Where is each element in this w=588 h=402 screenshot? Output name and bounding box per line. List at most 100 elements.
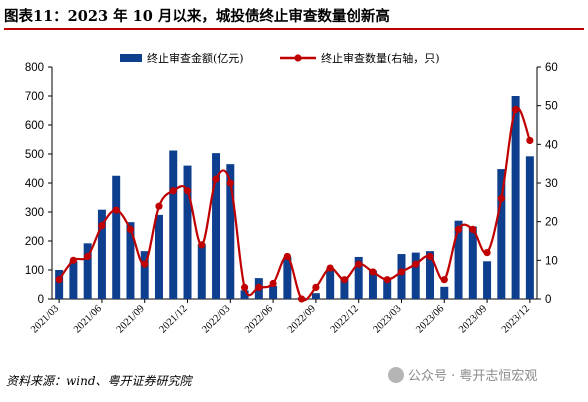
x-tick-label: 2023/09 — [457, 303, 489, 335]
x-tick-label: 2023/12 — [500, 303, 532, 335]
left-tick-label: 300 — [25, 207, 44, 219]
dual-axis-chart: 终止审查金额(亿元) 终止审查数量(右轴，只) 0100200300400500… — [25, 51, 558, 335]
count-point — [340, 276, 349, 284]
count-point — [454, 225, 463, 233]
count-point — [198, 241, 206, 249]
right-tick-label: 30 — [545, 178, 558, 190]
count-point — [397, 268, 406, 276]
count-point — [298, 295, 306, 303]
count-point — [355, 260, 363, 268]
left-tick-label: 600 — [25, 120, 44, 132]
bar — [154, 214, 163, 299]
bar — [525, 156, 534, 299]
bar — [326, 268, 335, 299]
x-tick-label: 2022/03 — [200, 303, 232, 335]
bar — [454, 220, 463, 299]
bar — [468, 226, 477, 299]
count-point — [312, 283, 320, 291]
bar — [426, 251, 435, 299]
x-tick-label: 2022/12 — [329, 303, 361, 335]
left-tick-label: 500 — [25, 149, 44, 161]
count-point — [183, 187, 192, 195]
bar — [397, 254, 406, 299]
right-tick-label: 50 — [545, 101, 558, 113]
count-point — [383, 276, 391, 284]
count-series-line — [58, 106, 531, 302]
watermark: 公众号 · 粤开志恒宏观 — [388, 365, 537, 384]
bar — [497, 169, 506, 299]
bar — [269, 285, 278, 299]
right-tick-label: 10 — [545, 255, 558, 267]
left-tick-label: 800 — [25, 62, 44, 74]
count-point — [155, 202, 163, 210]
bar — [126, 222, 135, 299]
wechat-icon — [388, 366, 404, 383]
count-point — [497, 194, 505, 203]
bar — [183, 165, 192, 299]
count-point — [269, 279, 277, 288]
right-tick-label: 0 — [545, 294, 551, 306]
left-tick-label: 400 — [25, 178, 44, 190]
bar — [511, 96, 520, 299]
count-point — [369, 268, 377, 276]
bar — [226, 164, 235, 299]
x-tick-label: 2022/06 — [243, 303, 275, 335]
bar — [140, 251, 149, 299]
left-tick-label: 100 — [25, 265, 44, 277]
bar — [83, 243, 92, 299]
x-tick-label: 2022/09 — [286, 303, 318, 335]
bar — [112, 175, 121, 299]
x-tick-label: 2023/06 — [414, 303, 446, 335]
legend-bar-swatch — [120, 54, 142, 62]
x-tick-label: 2021/12 — [158, 303, 190, 335]
bar — [197, 243, 206, 299]
bar — [440, 286, 449, 299]
bar — [311, 293, 320, 299]
source-note: 资料来源：wind、粤开证券研究院 — [6, 374, 192, 388]
count-point — [326, 264, 334, 272]
x-tick-label: 2021/06 — [72, 303, 104, 335]
bar — [368, 270, 377, 299]
bar — [483, 261, 492, 299]
legend-bar-label: 终止审查金额(亿元) — [147, 51, 244, 65]
left-tick-label: 200 — [25, 236, 44, 248]
count-point — [226, 179, 234, 187]
left-tick-label: 0 — [38, 294, 44, 306]
count-point — [283, 252, 291, 261]
bar — [55, 270, 64, 299]
right-tick-label: 20 — [545, 217, 558, 229]
count-point — [483, 249, 491, 257]
count-point — [469, 225, 477, 233]
bar — [354, 256, 363, 299]
bar — [169, 150, 178, 299]
x-tick-label: 2021/09 — [115, 303, 147, 335]
legend-line-marker — [294, 54, 302, 62]
count-point — [440, 276, 448, 284]
bar — [212, 153, 221, 299]
bar — [240, 290, 249, 299]
bar — [69, 261, 78, 299]
count-point — [512, 105, 520, 114]
watermark-text: 公众号 · 粤开志恒宏观 — [408, 369, 538, 384]
count-point — [526, 136, 534, 145]
x-tick-label: 2023/03 — [371, 303, 403, 335]
right-tick-label: 60 — [545, 62, 558, 74]
count-point — [69, 256, 77, 264]
figure-title: 图表11：2023 年 10 月以来，城投债终止审查数量创新高 — [4, 4, 584, 30]
count-point — [426, 252, 434, 261]
chart-legend: 终止审查金额(亿元) 终止审查数量(右轴，只) — [120, 51, 440, 65]
count-point — [141, 260, 149, 268]
count-point — [212, 175, 220, 183]
count-point — [55, 276, 63, 284]
bar — [283, 256, 292, 299]
count-point — [255, 283, 263, 291]
count-point — [98, 221, 106, 230]
count-point — [169, 187, 177, 195]
bar — [411, 252, 420, 299]
bar — [340, 278, 349, 299]
count-point — [240, 283, 249, 291]
count-point — [126, 225, 135, 233]
count-point — [412, 260, 420, 268]
count-point — [112, 206, 120, 214]
legend-line-label: 终止审查数量(右轴，只) — [321, 51, 440, 65]
